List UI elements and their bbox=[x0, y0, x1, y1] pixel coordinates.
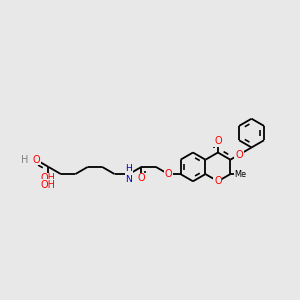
Text: O: O bbox=[164, 169, 172, 179]
Text: OH: OH bbox=[41, 173, 56, 183]
Text: O: O bbox=[214, 176, 222, 186]
Text: H: H bbox=[21, 155, 28, 165]
Text: O: O bbox=[32, 155, 40, 165]
Text: O: O bbox=[235, 150, 243, 160]
Text: O: O bbox=[214, 136, 222, 146]
Text: O: O bbox=[138, 173, 145, 183]
Text: OH: OH bbox=[41, 180, 56, 190]
Text: H
N: H N bbox=[126, 164, 132, 184]
Text: Me: Me bbox=[234, 169, 247, 178]
